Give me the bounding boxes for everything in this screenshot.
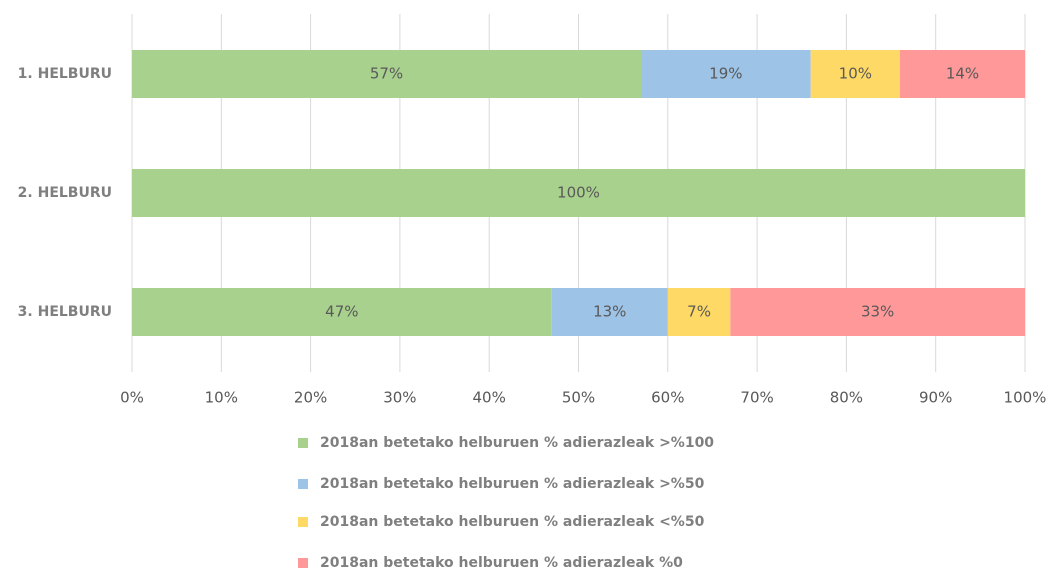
- data-label: 14%: [946, 65, 979, 83]
- bar-segment: [810, 50, 900, 98]
- bar-segment: [132, 288, 552, 336]
- legend-label: 2018an betetako helburuen % adierazleak …: [320, 555, 683, 571]
- data-label: 47%: [325, 303, 358, 321]
- x-tick-label: 90%: [919, 389, 952, 407]
- x-tick-label: 20%: [294, 389, 327, 407]
- bar-segment: [667, 288, 731, 336]
- y-tick-label: 3. HELBURU: [18, 304, 112, 320]
- legend-swatch: [298, 517, 308, 527]
- y-tick-label: 1. HELBURU: [18, 66, 112, 82]
- x-tick-label: 50%: [562, 389, 595, 407]
- x-tick-label: 10%: [205, 389, 238, 407]
- data-label: 57%: [370, 65, 403, 83]
- bar-segment: [132, 50, 642, 98]
- bar-segment: [641, 50, 811, 98]
- x-tick-label: 70%: [740, 389, 773, 407]
- data-label: 19%: [709, 65, 742, 83]
- x-tick-label: 100%: [1004, 389, 1047, 407]
- data-label: 13%: [593, 303, 626, 321]
- x-tick-label: 80%: [830, 389, 863, 407]
- legend-swatch: [298, 438, 308, 448]
- bar-segment: [551, 288, 668, 336]
- data-label: 10%: [839, 65, 872, 83]
- data-label: 100%: [557, 184, 600, 202]
- legend-label: 2018an betetako helburuen % adierazleak …: [320, 476, 705, 492]
- bar-segment: [899, 50, 1025, 98]
- x-tick-label: 60%: [651, 389, 684, 407]
- legend-swatch: [298, 558, 308, 568]
- x-tick-label: 30%: [383, 389, 416, 407]
- legend-label: 2018an betetako helburuen % adierazleak …: [320, 435, 714, 451]
- y-tick-label: 2. HELBURU: [18, 185, 112, 201]
- data-label: 33%: [861, 303, 894, 321]
- bar-segment: [730, 288, 1025, 336]
- data-label: 7%: [687, 303, 711, 321]
- x-tick-label: 40%: [473, 389, 506, 407]
- legend-swatch: [298, 479, 308, 489]
- x-tick-label: 0%: [120, 389, 144, 407]
- bar-segment: [132, 169, 1025, 217]
- legend-label: 2018an betetako helburuen % adierazleak …: [320, 514, 705, 530]
